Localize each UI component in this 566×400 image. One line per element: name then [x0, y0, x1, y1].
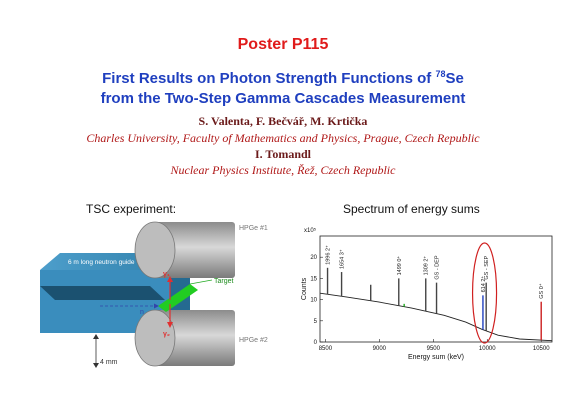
gamma1-label: γ₁	[163, 271, 170, 278]
neutron-label: n	[140, 309, 144, 316]
title-text-pre: First Results on Photon Strength Functio…	[102, 70, 436, 87]
title-element: Se	[445, 70, 464, 87]
scale-arrow-down-icon	[93, 363, 99, 368]
title-line-2: from the Two-Step Gamma Cascades Measure…	[100, 90, 466, 107]
x-axis-label: Energy sum (keV)	[408, 354, 464, 361]
peak-label: GS - DEP	[435, 255, 441, 279]
peak-labels: 1996 2⁺ 1654 3⁺ 1499 0⁺ 1309 2⁺ GS - DEP 614 …	[325, 245, 546, 299]
guide-slot	[40, 286, 165, 300]
y-tick-label: 5	[314, 319, 318, 325]
y-tick-label: 20	[310, 255, 317, 261]
hpge1-face	[134, 221, 176, 279]
hpge1-label: HPGe #1	[239, 225, 268, 232]
target-leader	[189, 279, 213, 285]
hpge2-body	[155, 310, 235, 366]
x-tick-label: 9500	[427, 346, 441, 352]
gamma2-label: γ₂	[163, 331, 170, 338]
y-tick-label: 0	[314, 340, 318, 346]
gamma1-arrowhead-icon	[167, 276, 173, 282]
author-2: I. Tomandl	[254, 147, 312, 161]
y-multiplier: x10⁵	[304, 227, 317, 234]
y-axis-label: Counts	[301, 277, 308, 300]
hpge2-face	[134, 309, 176, 367]
author-list: S. Valenta, F. Bečvář, M. Krtička	[198, 114, 368, 128]
x-tick-label: 9000	[373, 346, 387, 352]
spectrum-peaks	[326, 267, 542, 341]
plot-border	[319, 235, 553, 343]
spectrum-baseline-line	[319, 292, 553, 342]
guide-front-face	[40, 270, 170, 333]
hpge2-label: HPGe #2	[239, 337, 268, 344]
hpge1-body	[155, 222, 235, 278]
title-line-1: First Results on Photon Strength Functio…	[0, 64, 566, 89]
x-ticks: 8500 9000 9500 10000 10500	[319, 339, 550, 352]
title-mass-number: 78	[435, 69, 446, 79]
tsc-setup-diagram: 6 m long neutron guide HPGe #1 HPGe #2 T…	[40, 221, 268, 368]
gamma2-arrowhead-icon	[167, 322, 173, 328]
peak-label: 614 2⁺	[480, 276, 487, 293]
neutron-arrowhead-icon	[154, 303, 159, 309]
peak-label: 1654 3⁺	[339, 249, 346, 269]
peak-label: GS 0⁺	[538, 283, 545, 299]
affiliation-1: Charles University, Faculty of Mathemati…	[86, 131, 480, 145]
x-tick-label: 8500	[319, 346, 333, 352]
scale-arrow-up-icon	[93, 334, 99, 339]
y-tick-label: 15	[310, 276, 317, 282]
peak-label: GS - SEP	[484, 255, 490, 279]
poster-id: Poster P115	[237, 36, 329, 53]
y-tick-label: 10	[310, 298, 317, 304]
poster-title: First Results on Photon Strength Functio…	[0, 64, 566, 109]
guide-label: 6 m long neutron guide	[68, 259, 135, 266]
x-tick-label: 10000	[479, 346, 496, 352]
plot-frame	[319, 235, 553, 343]
tsc-heading: TSC experiment:	[86, 202, 177, 216]
peak-label: 1996 2⁺	[325, 245, 332, 265]
affiliation-2: Nuclear Physics Institute, Řež, Czech Re…	[170, 163, 396, 177]
scale-label: 4 mm	[100, 359, 118, 366]
highlight-ellipse	[471, 242, 498, 344]
x-tick-label: 10500	[533, 346, 550, 352]
peak-label: 1309 2⁺	[423, 256, 430, 276]
target-label: Target	[214, 278, 234, 285]
spectrum-heading: Spectrum of energy sums	[343, 202, 480, 216]
target-icon	[158, 284, 198, 312]
y-ticks: 0 5 10 15 20	[310, 255, 323, 346]
peak-label: 1499 0⁺	[396, 256, 403, 276]
